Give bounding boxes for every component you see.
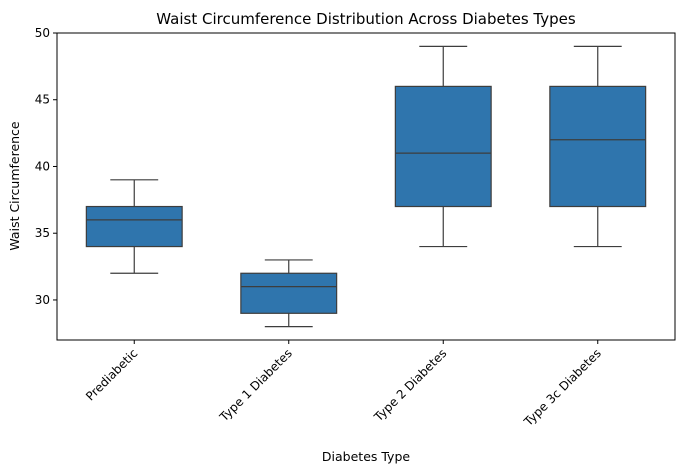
plot-area: 30 35 40 45 50 Prediabetic Type 1 Diabetes Type…	[35, 26, 647, 429]
y-tick-label: 40	[35, 159, 50, 173]
y-axis-label: Waist Circumference	[7, 121, 22, 251]
plot-frame	[56, 32, 676, 341]
box	[549, 85, 647, 208]
x-tick-label: Type 3c Diabetes	[521, 346, 604, 429]
x-axis-label: Diabetes Type	[322, 449, 410, 464]
x-tick-label: Type 2 Diabetes	[371, 346, 450, 425]
box	[394, 85, 492, 208]
box	[240, 272, 338, 314]
chart-title: Waist Circumference Distribution Across …	[156, 10, 576, 28]
y-tick-label: 30	[35, 293, 50, 307]
x-tick-label: Prediabetic	[83, 346, 140, 403]
y-tick-label: 45	[35, 93, 50, 107]
y-tick-label: 35	[35, 226, 50, 240]
x-tick-label: Type 1 Diabetes	[216, 346, 295, 425]
y-tick-label: 50	[35, 26, 50, 40]
box	[85, 205, 183, 248]
